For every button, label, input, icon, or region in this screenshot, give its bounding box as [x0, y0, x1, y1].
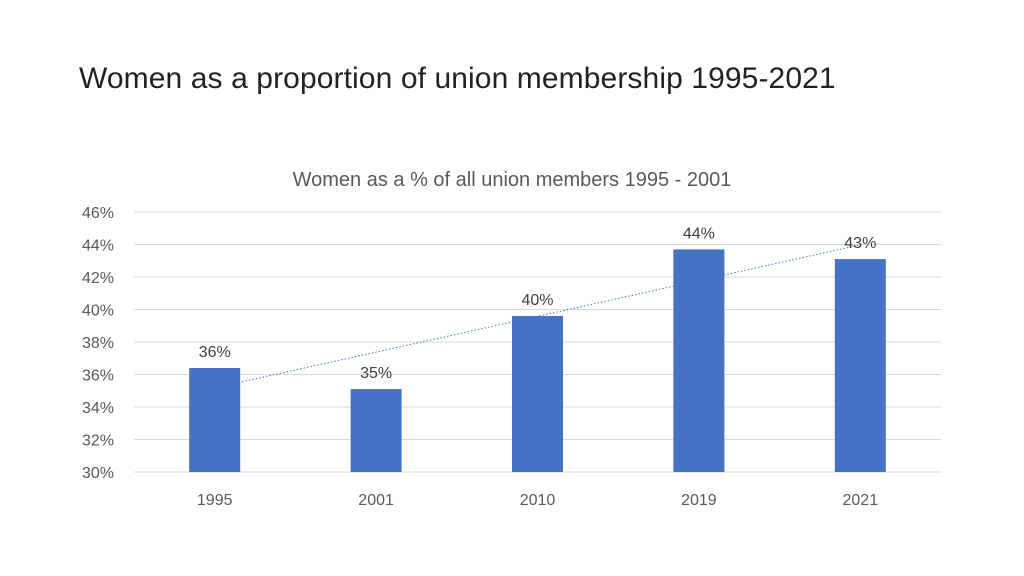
- y-tick-label: 40%: [82, 303, 114, 320]
- x-tick-label: 2001: [358, 492, 394, 509]
- data-labels: 36% 35% 40% 44% 43%: [199, 225, 877, 382]
- x-tick-label: 2021: [843, 492, 879, 509]
- data-label: 40%: [521, 292, 553, 309]
- x-tick-label: 1995: [197, 492, 233, 509]
- y-tick-label: 36%: [82, 368, 114, 385]
- data-label: 43%: [844, 235, 876, 252]
- bar: [673, 249, 725, 472]
- y-tick-label: 42%: [82, 270, 114, 287]
- y-tick-label: 44%: [82, 238, 114, 255]
- bar: [834, 259, 886, 472]
- x-tick-label: 2010: [520, 492, 556, 509]
- y-tick-label: 30%: [82, 465, 114, 482]
- x-tick-label: 2019: [681, 492, 717, 509]
- bar: [350, 389, 402, 472]
- data-label: 36%: [199, 344, 231, 361]
- x-axis-ticks: 1995 2001 2010 2019 2021: [197, 492, 878, 509]
- y-tick-label: 32%: [82, 433, 114, 450]
- bars: [189, 249, 886, 472]
- chart-title: Women as a % of all union members 1995 -…: [293, 169, 732, 191]
- y-axis-ticks: 30% 32% 34% 36% 38% 40% 42% 44% 46%: [82, 205, 114, 482]
- data-label: 44%: [683, 225, 715, 242]
- slide-title: Women as a proportion of union membershi…: [79, 62, 836, 95]
- bar: [189, 368, 241, 472]
- y-tick-label: 34%: [82, 400, 114, 417]
- y-tick-label: 38%: [82, 335, 114, 352]
- bar: [512, 316, 563, 472]
- data-label: 35%: [360, 365, 392, 382]
- y-tick-label: 46%: [82, 205, 114, 222]
